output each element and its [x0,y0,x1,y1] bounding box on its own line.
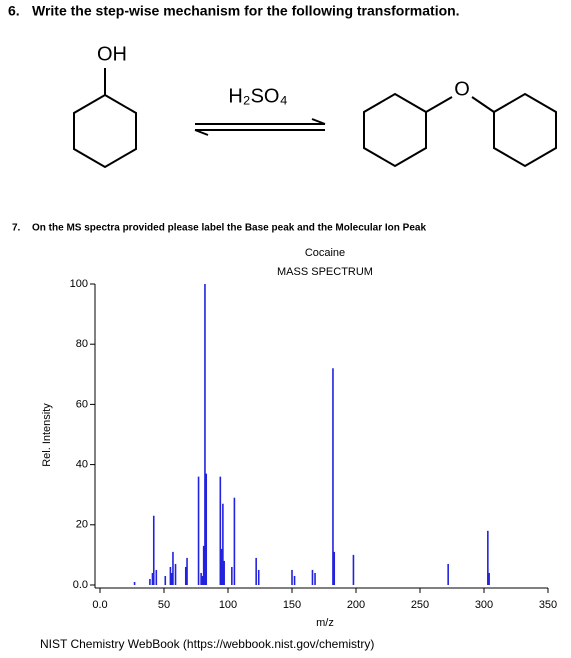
reaction-scheme: OH H₂SO₄ O [73,43,557,169]
cyclohexane-ring [73,93,137,169]
y-tick-label: 60 [76,398,88,410]
chart: Cocaine MASS SPECTRUM 0.0 20 40 60 80 100 0.0 50 1… [40,247,557,651]
arrow-head [194,129,209,136]
question-text: Write the step-wise mechanism for the fo… [32,3,460,19]
x-tick-label: 0.0 [92,599,107,611]
y-tick-label: 40 [76,459,88,471]
x-axis-label: m/z [316,617,334,629]
x-tick-label: 250 [411,599,429,611]
y-axis-label: Rel. Intensity [41,403,53,467]
cyclohexane-ring [493,92,557,168]
reagent-label: H₂SO₄ [228,85,287,107]
cyclohexane-ring [363,92,427,168]
y-tick-label: 0.0 [73,579,88,591]
bond [425,96,453,113]
hydroxyl-label: OH [97,43,127,65]
arrow-head [311,118,326,125]
chart-subtitle: MASS SPECTRUM [277,266,373,278]
oxygen-label: O [454,78,470,100]
bond [471,96,495,113]
x-tick-label: 200 [347,599,365,611]
question-text: On the MS spectra provided please label … [32,223,426,234]
source-note: NIST Chemistry WebBook (https://webbook.… [40,637,374,651]
x-tick-label: 350 [539,599,557,611]
x-tick-label: 50 [158,599,170,611]
y-tick-label: 20 [76,519,88,531]
y-tick-label: 80 [76,338,88,350]
x-tick-label: 300 [475,599,493,611]
chart-title: Cocaine [305,247,345,259]
question-number: 7. [12,223,21,234]
y-tick-label: 100 [70,278,88,290]
x-tick-label: 150 [283,599,301,611]
x-tick-label: 100 [219,599,237,611]
question-number: 6. [8,3,20,19]
